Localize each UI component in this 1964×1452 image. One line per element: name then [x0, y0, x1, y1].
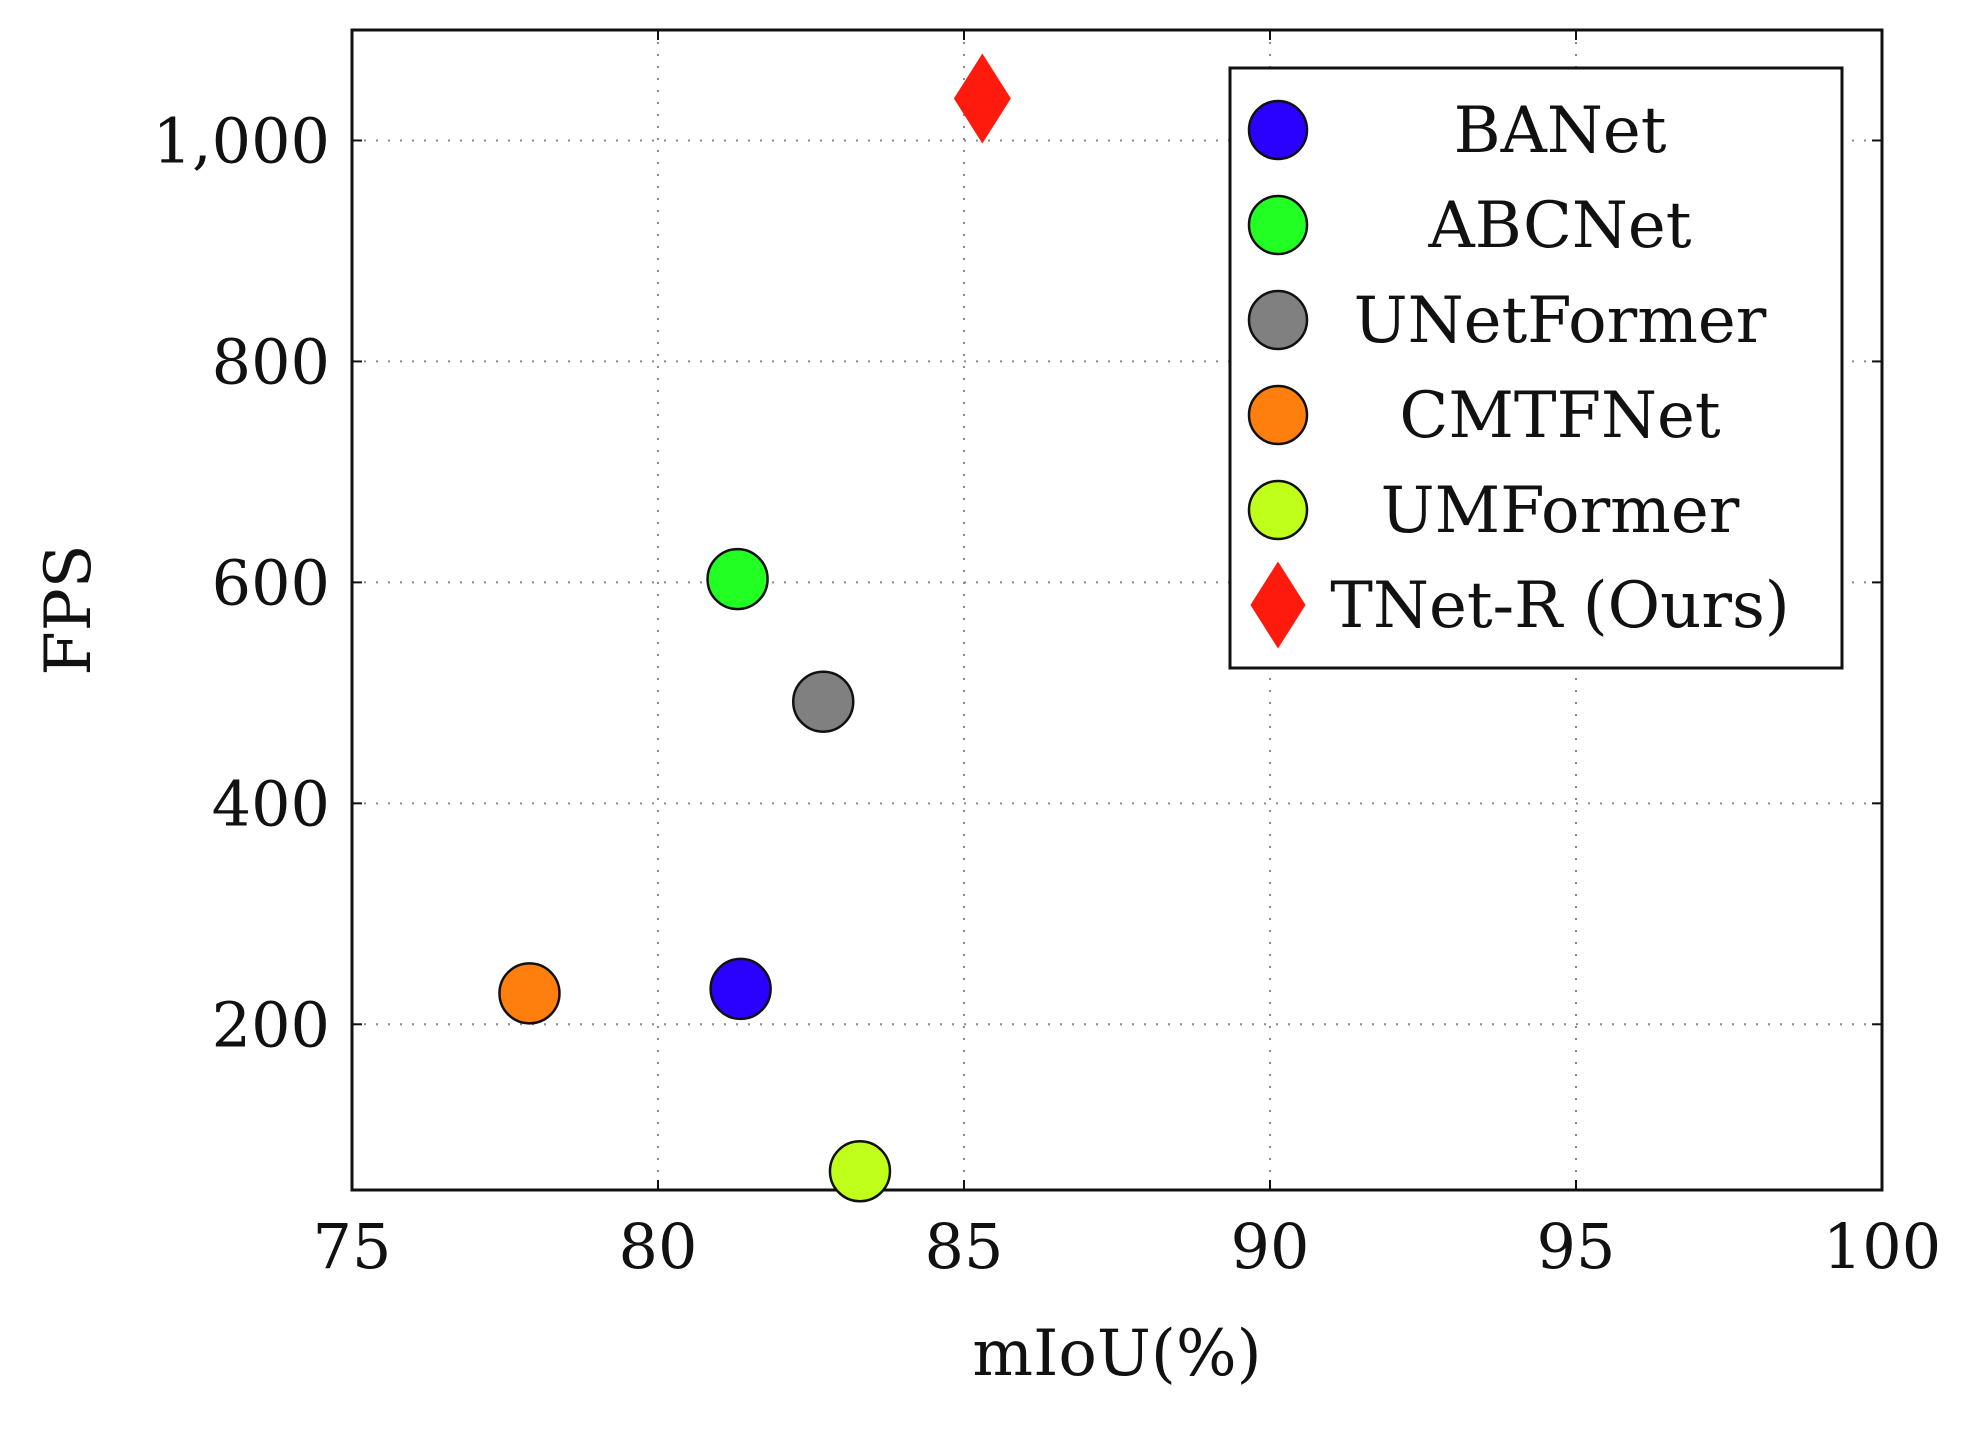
legend-marker-tnet-r-ours [1250, 561, 1306, 649]
x-tick-label: 85 [925, 1210, 1004, 1283]
legend-marker-umformer [1247, 479, 1309, 541]
legend-marker-unetformer [1247, 289, 1309, 351]
y-tick-label: 1,000 [153, 104, 331, 177]
legend-label-unetformer: UNetFormer [1354, 284, 1767, 358]
x-tick-label: 100 [1823, 1210, 1941, 1283]
y-tick-label: 200 [212, 988, 330, 1061]
legend: BANet ABCNet UNetFormer CMTFNet UMFormer TNet… [1228, 66, 1844, 670]
x-tick-label: 95 [1537, 1210, 1616, 1283]
data-point-unetformer [791, 670, 855, 733]
x-tick-label: 90 [1231, 1210, 1310, 1283]
data-points [498, 53, 1011, 1203]
legend-items: BANet ABCNet UNetFormer CMTFNet UMFormer TNet… [1247, 94, 1790, 649]
x-tick-label: 75 [313, 1210, 392, 1283]
y-tick-label: 400 [212, 767, 330, 840]
legend-label-abcnet: ABCNet [1428, 189, 1692, 263]
x-tick-labels: 75 80 85 90 95 100 [313, 1210, 1942, 1283]
legend-label-umformer: UMFormer [1381, 474, 1740, 548]
legend-marker-abcnet [1247, 194, 1309, 256]
y-axis-title: FPS [32, 544, 106, 675]
legend-label-cmtfnet: CMTFNet [1399, 379, 1720, 453]
y-tick-labels: 200 400 600 800 1,000 [153, 104, 331, 1061]
data-point-tnet-r-ours [953, 53, 1011, 144]
legend-label-tnet-r-ours: TNet-R (Ours) [1330, 569, 1790, 643]
legend-marker-cmtfnet [1247, 384, 1309, 446]
y-tick-label: 600 [212, 546, 330, 619]
data-point-umformer [828, 1139, 892, 1203]
x-tick-label: 80 [619, 1210, 698, 1283]
x-axis-title: mIoU(%) [972, 1317, 1261, 1391]
legend-label-banet: BANet [1454, 94, 1667, 168]
data-point-banet [709, 957, 772, 1021]
data-point-cmtfnet [498, 962, 561, 1025]
legend-box [1228, 66, 1844, 670]
legend-marker-banet [1247, 99, 1309, 161]
plot-frame [350, 28, 1884, 1192]
data-point-abcnet [706, 547, 769, 611]
y-tick-label: 800 [212, 325, 330, 398]
